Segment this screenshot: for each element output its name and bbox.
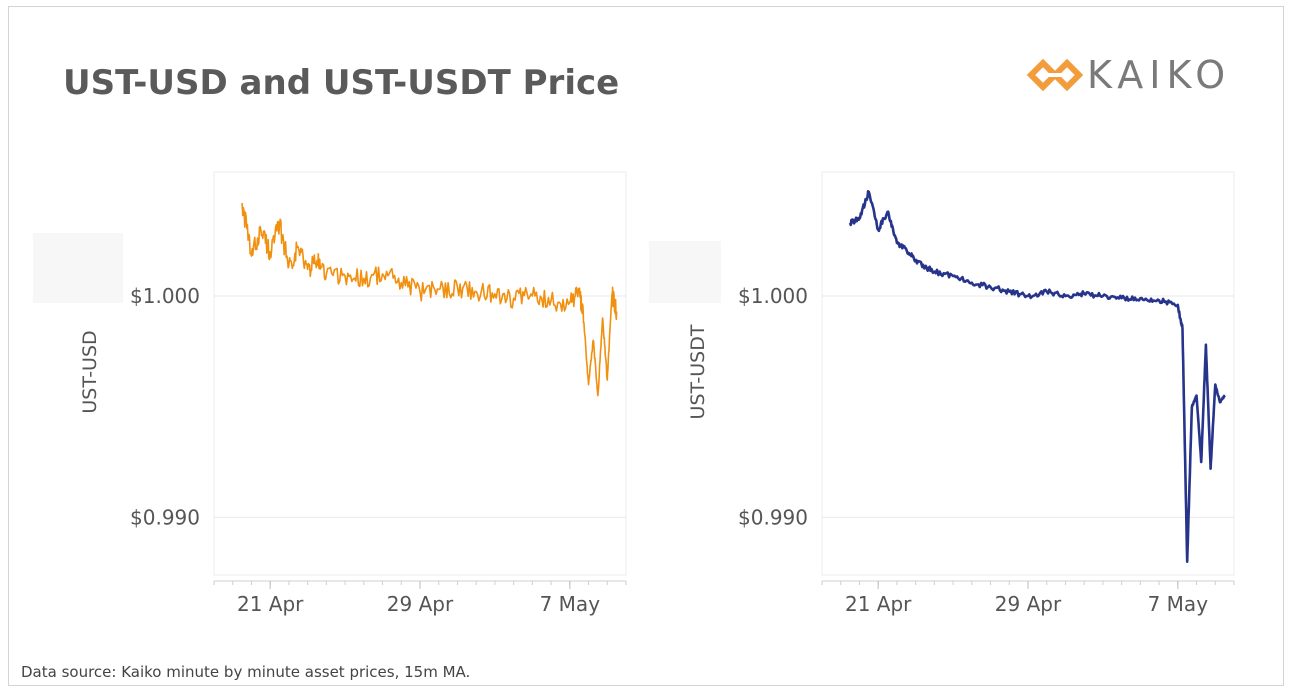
series-line (241, 202, 618, 397)
x-tick-label: 29 Apr (995, 592, 1062, 616)
y-axis-label: UST-USDT (687, 324, 709, 419)
plot-area (213, 171, 627, 576)
logo-text: KAIKO (1087, 53, 1232, 97)
watermark-left (33, 233, 123, 303)
x-tick-label: 21 Apr (845, 592, 912, 616)
y-tick-label: $1.000 (130, 284, 200, 308)
data-source-note: Data source: Kaiko minute by minute asse… (21, 663, 471, 681)
x-tick-label: 7 May (540, 592, 601, 616)
x-tick-label: 21 Apr (237, 592, 304, 616)
series-line (848, 189, 1226, 564)
x-tick-label: 7 May (1148, 592, 1209, 616)
plot-area (821, 171, 1235, 576)
x-tick-label: 29 Apr (387, 592, 454, 616)
y-tick-label: $0.990 (738, 505, 808, 529)
ust-usdt-chart: $1.000 $0.990 21 Apr 29 Apr 7 May UST-USDT (687, 171, 1235, 616)
page-title: UST-USD and UST-USDT Price (63, 63, 620, 103)
y-tick-label: $1.000 (738, 284, 808, 308)
y-axis-label: UST-USD (79, 330, 101, 413)
kaiko-diamond-link-icon (1026, 58, 1084, 92)
kaiko-logo: KAIKO (1025, 51, 1255, 101)
chart-frame: UST-USD and UST-USDT Price KAIKO Data so… (8, 6, 1284, 686)
ust-usd-chart: $1.000 $0.990 21 Apr 29 Apr 7 May UST-USD (79, 171, 627, 616)
watermark-right (649, 241, 721, 303)
y-tick-label: $0.990 (130, 505, 200, 529)
